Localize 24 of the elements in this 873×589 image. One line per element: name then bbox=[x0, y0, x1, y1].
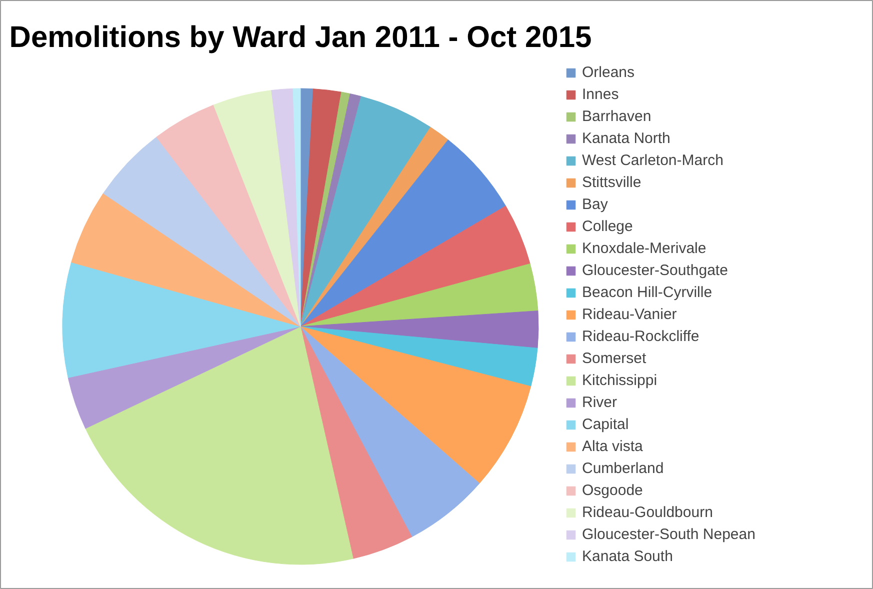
legend-label: Gloucester-Southgate bbox=[582, 261, 728, 279]
legend-label: Innes bbox=[582, 85, 619, 103]
legend-label: Bay bbox=[582, 195, 608, 213]
legend-label: Cumberland bbox=[582, 459, 664, 477]
legend-label: Rideau-Gouldbourn bbox=[582, 503, 713, 521]
legend-label: Kitchissippi bbox=[582, 371, 658, 389]
chart-title: Demolitions by Ward Jan 2011 - Oct 2015 bbox=[9, 21, 592, 54]
legend-label: Kanata South bbox=[582, 547, 673, 565]
legend-label: Kanata North bbox=[582, 129, 670, 147]
legend-label: Orleans bbox=[582, 63, 635, 81]
legend-label: Gloucester-South Nepean bbox=[582, 525, 756, 543]
legend-label: Rideau-Rockcliffe bbox=[582, 327, 700, 345]
legend-label: Beacon Hill-Cyrville bbox=[582, 283, 712, 301]
legend-label: Rideau-Vanier bbox=[582, 305, 677, 323]
legend-label: Capital bbox=[582, 415, 629, 433]
legend-label: Stittsville bbox=[582, 173, 642, 191]
legend-label: Somerset bbox=[582, 349, 646, 367]
legend-label: Barrhaven bbox=[582, 107, 652, 125]
legend-label: West Carleton-March bbox=[582, 151, 724, 169]
legend-label: Knoxdale-Merivale bbox=[582, 239, 706, 257]
legend-label: Osgoode bbox=[582, 481, 643, 499]
legend-label: College bbox=[582, 217, 633, 235]
legend-label: Alta vista bbox=[582, 437, 643, 455]
legend-label: River bbox=[582, 393, 618, 411]
